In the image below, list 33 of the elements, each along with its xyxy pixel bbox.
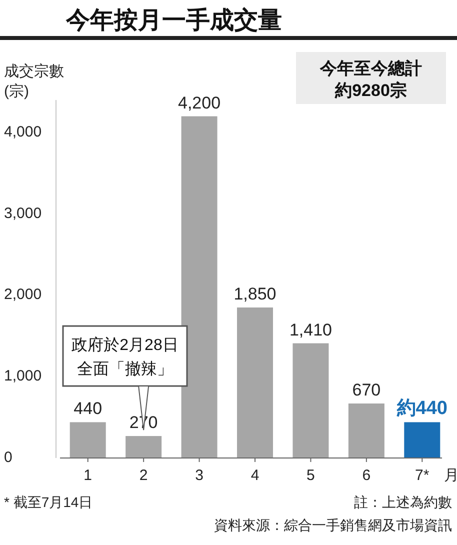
y-tick-label: 2,000 <box>4 286 42 304</box>
annotation: 今年至今總計約9280宗 <box>319 59 422 100</box>
x-tick-label: 6 <box>362 467 371 484</box>
data-label: 670 <box>352 380 381 400</box>
bar <box>70 422 106 458</box>
bar <box>292 343 329 458</box>
bar <box>237 307 273 458</box>
bar <box>126 436 162 458</box>
data-label: 4,200 <box>178 93 221 112</box>
y-tick-label: 4,000 <box>4 124 42 141</box>
bar <box>348 403 384 458</box>
bar <box>404 422 440 458</box>
text: 註：上述為約數 <box>354 494 452 510</box>
x-tick-label: 5 <box>306 467 315 484</box>
source-note: 資料來源：綜合一手銷售網及市場資訊 <box>214 517 452 533</box>
x-tick-label: 3 <box>195 467 204 484</box>
chart-title: 今年按月一手成交量 <box>65 7 282 34</box>
y-axis-title: 成交宗數 (宗) <box>4 63 64 100</box>
data-label: 1,850 <box>234 284 276 304</box>
y-tick-label: 3,000 <box>4 204 42 222</box>
x-tick-label: 7* <box>415 467 430 484</box>
y-tick-label: 0 <box>4 448 12 466</box>
x-tick-label: 4 <box>250 467 260 484</box>
x-axis-title: 月 <box>444 467 457 484</box>
x-tick-label: 1 <box>84 467 92 484</box>
text: * 截至7月14日 <box>4 494 93 510</box>
data-label: 1,410 <box>289 320 332 340</box>
y-tick-label: 1,000 <box>4 368 42 385</box>
annotation: 政府於2月28日全面「撤辣」 <box>72 336 178 378</box>
bar <box>181 116 218 458</box>
data-label: 440 <box>74 399 102 418</box>
x-tick-label: 2 <box>139 467 148 484</box>
data-label: 約440 <box>396 398 448 420</box>
